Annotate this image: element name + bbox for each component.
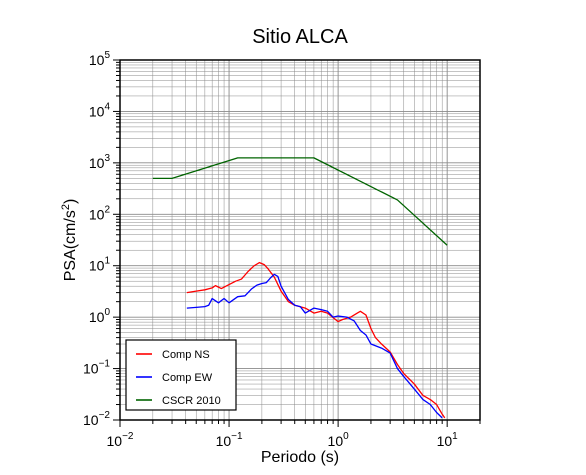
x-tick-label: 10−2 — [107, 431, 134, 449]
series-group — [152, 157, 448, 419]
y-tick-label: 103 — [89, 153, 111, 171]
legend-box — [125, 339, 237, 411]
grid — [119, 59, 481, 421]
legend-label: Comp NS — [162, 349, 210, 361]
y-tick-label: 100 — [89, 307, 111, 325]
y-axis-label: PSA(cm/s2) — [60, 199, 79, 282]
y-tick-label: 104 — [89, 101, 111, 119]
series-line-2 — [152, 157, 448, 246]
y-tick-label: 10−1 — [83, 359, 110, 377]
legend: Comp NS Comp EW CSCR 2010 — [125, 339, 237, 411]
y-tick-label: 101 — [89, 256, 111, 274]
legend-label: CSCR 2010 — [162, 395, 221, 407]
legend-label: Comp EW — [162, 372, 213, 384]
plot-frame — [119, 59, 481, 421]
y-axis-label-base: PSA(cm/s — [62, 210, 79, 281]
x-tick-label: 10−1 — [216, 431, 243, 449]
tick-labels: 10−2 10−1 100 101 10−2 10−1 100 101 102 103 104 105 — [83, 50, 458, 449]
series-line-1 — [186, 273, 443, 419]
y-tick-label: 102 — [89, 204, 111, 222]
x-tick-label: 101 — [437, 431, 459, 449]
x-axis-label: Periodo (s) — [261, 449, 339, 466]
y-axis-label-end: ) — [62, 199, 79, 204]
axis-ticks — [113, 59, 481, 427]
x-tick-label: 100 — [328, 431, 350, 449]
series-line-0 — [186, 261, 446, 419]
y-axis-label-sup: 2 — [60, 204, 72, 210]
y-tick-label: 105 — [89, 50, 111, 68]
svg-text:PSA(cm/s2): PSA(cm/s2) — [60, 199, 79, 282]
y-tick-label: 10−2 — [83, 410, 110, 428]
chart-title: Sitio ALCA — [252, 26, 348, 48]
